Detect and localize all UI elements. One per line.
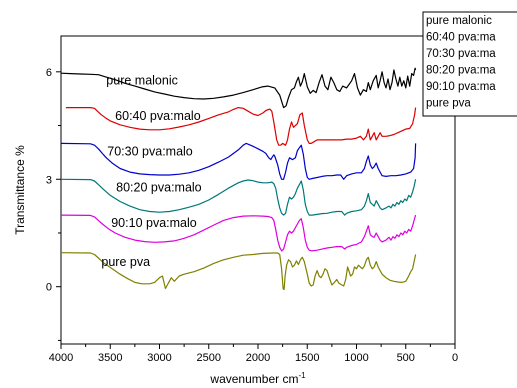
y-axis-title: Transmittance % bbox=[13, 145, 27, 235]
series-lines bbox=[60, 67, 417, 291]
y-tick-label: 3 bbox=[46, 174, 52, 186]
legend-entry: 60:40 pva:ma bbox=[426, 32, 496, 44]
series-label: 80:20 pva:malo bbox=[116, 180, 202, 194]
x-tick-label: 1500 bbox=[295, 352, 319, 364]
series-line bbox=[60, 67, 417, 109]
series-line bbox=[65, 107, 417, 146]
series-line bbox=[60, 178, 417, 216]
x-axis-ticks: 4000 3500 3000 2500 2000 1500 1000 500 0 bbox=[49, 344, 458, 364]
legend-entry: 80:20 pva:ma bbox=[426, 65, 496, 77]
x-tick-label: 1000 bbox=[344, 352, 368, 364]
x-axis-title-text: wavenumber cm bbox=[209, 372, 298, 386]
y-tick-label: 6 bbox=[46, 67, 52, 79]
legend-entry: pure malonic bbox=[426, 15, 492, 27]
legend-entry: 90:10 pva:ma bbox=[426, 81, 496, 93]
series-line bbox=[60, 252, 417, 291]
x-axis-title: wavenumber cm-1 bbox=[209, 371, 306, 386]
series-line bbox=[60, 142, 417, 180]
x-tick-label: 0 bbox=[452, 352, 458, 364]
x-axis-title-superscript: -1 bbox=[298, 371, 306, 380]
series-line bbox=[60, 214, 417, 252]
series-labels: pure malonic 60:40 pva:malo 70:30 pva:malo… bbox=[101, 74, 201, 269]
y-tick-label: 0 bbox=[46, 282, 52, 294]
legend-entry: 70:30 pva:ma bbox=[426, 48, 496, 60]
y-axis-ticks: 0 3 6 bbox=[46, 67, 61, 341]
x-tick-label: 2500 bbox=[197, 352, 221, 364]
series-label: 60:40 pva:malo bbox=[115, 109, 201, 123]
x-tick-label: 500 bbox=[397, 352, 415, 364]
series-label: pure pva bbox=[101, 255, 150, 269]
series-label: 90:10 pva:malo bbox=[111, 216, 197, 230]
x-tick-label: 2000 bbox=[246, 352, 270, 364]
series-label: 70:30 pva:malo bbox=[107, 145, 193, 159]
x-tick-label: 3000 bbox=[147, 352, 171, 364]
legend: pure malonic 60:40 pva:ma 70:30 pva:ma 80:2… bbox=[422, 11, 517, 117]
x-tick-label: 3500 bbox=[98, 352, 122, 364]
legend-box bbox=[422, 11, 517, 117]
x-tick-label: 4000 bbox=[49, 352, 73, 364]
series-label: pure malonic bbox=[106, 74, 178, 88]
legend-entry: pure pva bbox=[426, 98, 471, 110]
